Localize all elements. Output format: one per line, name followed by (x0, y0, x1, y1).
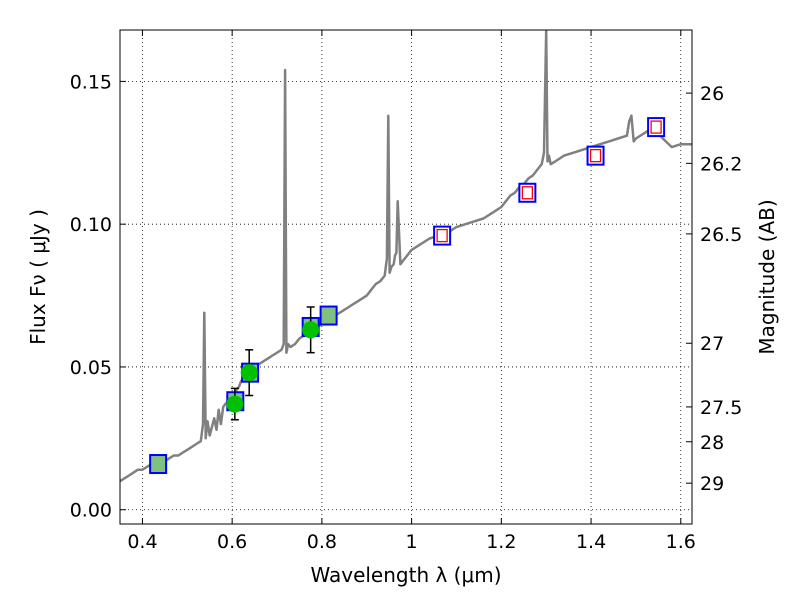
axes-frame (119, 29, 693, 525)
model-flux-box (319, 305, 338, 326)
magnitude-tick-label: 28 (700, 432, 724, 454)
x-tick-label: 0.4 (127, 531, 157, 553)
x-axis-ticks: 0.4 0.6 0.8 1 1.2 1.4 1.6 (127, 30, 696, 553)
magnitude-tick-label: 26 (700, 83, 724, 105)
x-axis-label: Wavelength λ (μm) (310, 563, 501, 587)
x-tick-label: 1 (406, 531, 418, 553)
magnitude-tick-label: 26.5 (700, 224, 742, 246)
model-flux-box (518, 182, 537, 203)
magnitude-tick-label: 27.5 (700, 397, 742, 419)
y-axis-label: Flux Fν ( μJy ) (26, 209, 50, 345)
model-flux-box-inner (589, 148, 602, 163)
x-tick-label: 1.6 (666, 531, 696, 553)
model-flux-box-inner (521, 186, 534, 200)
magnitude-tick-label: 26.2 (700, 153, 742, 175)
magnitude-axis-ticks: 26 26.2 26.5 27 27.5 28 29 (686, 83, 742, 495)
x-tick-label: 0.8 (307, 531, 337, 553)
model-flux-box-inner (436, 228, 448, 243)
model-flux-box (149, 454, 168, 475)
x-tick-label: 1.4 (576, 531, 606, 553)
model-flux-box (586, 145, 605, 166)
series-group (120, 30, 692, 483)
magnitude-axis-label: Magnitude (AB) (755, 199, 779, 354)
magnitude-tick-label: 27 (700, 333, 724, 355)
observed-flux-point (240, 364, 258, 382)
y-tick-label: 0.15 (70, 71, 112, 93)
plot-area (120, 30, 692, 483)
model-flux-box (647, 117, 666, 138)
y-tick-label: 0.10 (70, 214, 112, 236)
gridlines (120, 30, 692, 524)
y-tick-label: 0.05 (70, 357, 112, 379)
model-spectrum-line (120, 30, 692, 483)
model-flux-box-inner (650, 120, 662, 134)
x-tick-label: 0.6 (217, 531, 247, 553)
x-tick-label: 1.2 (486, 531, 516, 553)
y-axis-ticks: 0.00 0.05 0.10 0.15 (70, 71, 126, 522)
observed-flux-point (226, 395, 244, 413)
observed-flux-point (302, 321, 320, 339)
y-tick-label: 0.00 (70, 500, 112, 522)
model-flux-box (433, 225, 452, 246)
magnitude-tick-label: 29 (700, 473, 724, 495)
